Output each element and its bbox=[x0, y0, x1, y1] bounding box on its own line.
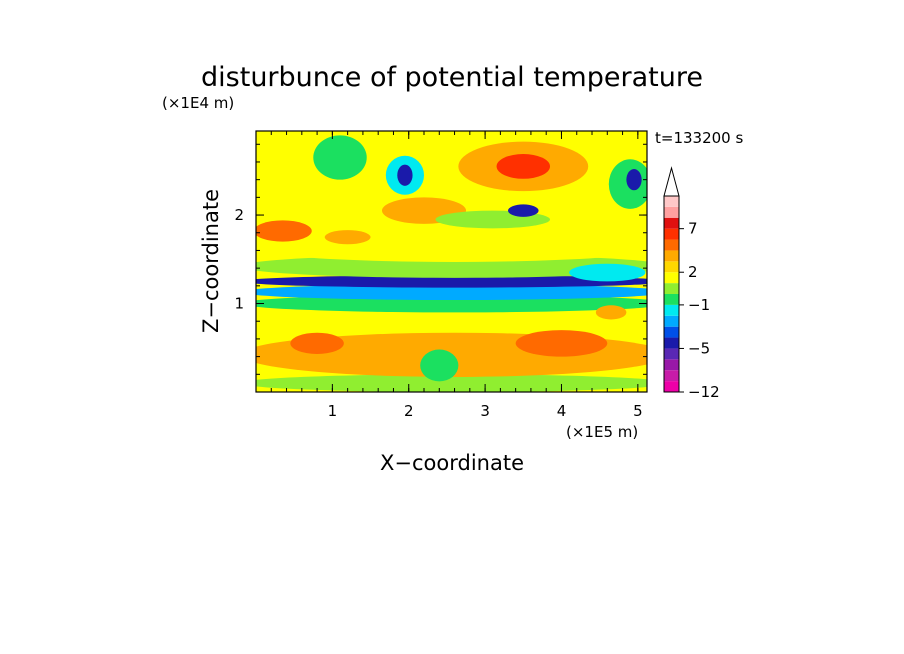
field-contour-region bbox=[278, 182, 325, 204]
time-label: t=133200 s bbox=[655, 129, 743, 147]
x-tick-label: 3 bbox=[480, 402, 490, 420]
field-contour-region bbox=[595, 305, 627, 320]
colorbar: −12−5−127 bbox=[663, 166, 720, 401]
colorbar-swatch bbox=[664, 294, 679, 305]
x-tick-label: 5 bbox=[633, 402, 643, 420]
field-contour-region bbox=[496, 154, 551, 179]
colorbar-swatch bbox=[664, 217, 679, 229]
colorbar-swatch bbox=[664, 370, 679, 382]
x-tick-label: 1 bbox=[328, 402, 338, 420]
temperature-field bbox=[256, 131, 647, 392]
colorbar-swatch bbox=[664, 326, 679, 338]
colorbar-tick-label: −12 bbox=[688, 383, 720, 401]
colorbar-swatch bbox=[664, 206, 679, 218]
colorbar-swatch bbox=[664, 196, 679, 207]
colorbar-swatch bbox=[664, 250, 679, 262]
field-contour-region bbox=[256, 220, 312, 242]
y-unit-label: (×1E4 m) bbox=[162, 94, 234, 112]
colorbar-swatch bbox=[664, 315, 679, 327]
x-axis-title: X−coordinate bbox=[380, 451, 524, 475]
field-contour-region bbox=[256, 275, 647, 288]
colorbar-swatch bbox=[664, 381, 679, 392]
chart-title: disturbunce of potential temperature bbox=[201, 62, 703, 93]
colorbar-tick-label: −5 bbox=[688, 339, 710, 357]
colorbar-tick-label: 7 bbox=[688, 220, 698, 238]
x-tick-label: 4 bbox=[557, 402, 567, 420]
y-tick-label: 2 bbox=[234, 206, 244, 224]
y-axis-title: Z−coordinate bbox=[199, 189, 223, 333]
field-contour-region bbox=[256, 284, 647, 300]
field-contour-region bbox=[508, 204, 539, 217]
field-contour-region bbox=[626, 169, 642, 191]
plot-frame bbox=[255, 130, 648, 393]
field-contour-region bbox=[290, 332, 344, 354]
field-contour-region bbox=[256, 254, 647, 278]
colorbar-extend-arrow bbox=[663, 166, 680, 197]
y-axis: 12 bbox=[234, 143, 647, 375]
field-contour-region bbox=[420, 349, 459, 382]
colorbar-swatch bbox=[664, 261, 679, 273]
colorbar-swatch bbox=[664, 239, 679, 251]
field-contour-region bbox=[256, 374, 647, 392]
colorbar-swatch bbox=[664, 348, 679, 360]
field-contour-region bbox=[397, 164, 413, 186]
field-contour-region bbox=[313, 135, 367, 180]
colorbar-swatch bbox=[664, 283, 679, 294]
colorbar-swatch bbox=[664, 304, 679, 316]
colorbar-swatch bbox=[664, 359, 679, 371]
y-tick-label: 1 bbox=[234, 295, 244, 313]
field-contour-region bbox=[324, 230, 371, 245]
colorbar-swatch bbox=[664, 272, 679, 284]
field-contour-region bbox=[569, 263, 646, 282]
x-axis: 1 2 3 4 5 bbox=[270, 131, 643, 420]
x-unit-label: (×1E5 m) bbox=[566, 423, 638, 441]
colorbar-tick-label: −1 bbox=[688, 296, 710, 314]
colorbar-swatch bbox=[664, 228, 679, 240]
colorbar-swatch bbox=[664, 337, 679, 349]
field-contour-region bbox=[515, 330, 608, 357]
field-contour-region bbox=[256, 312, 647, 331]
colorbar-tick-label: 2 bbox=[688, 263, 698, 281]
x-tick-label: 2 bbox=[404, 402, 414, 420]
